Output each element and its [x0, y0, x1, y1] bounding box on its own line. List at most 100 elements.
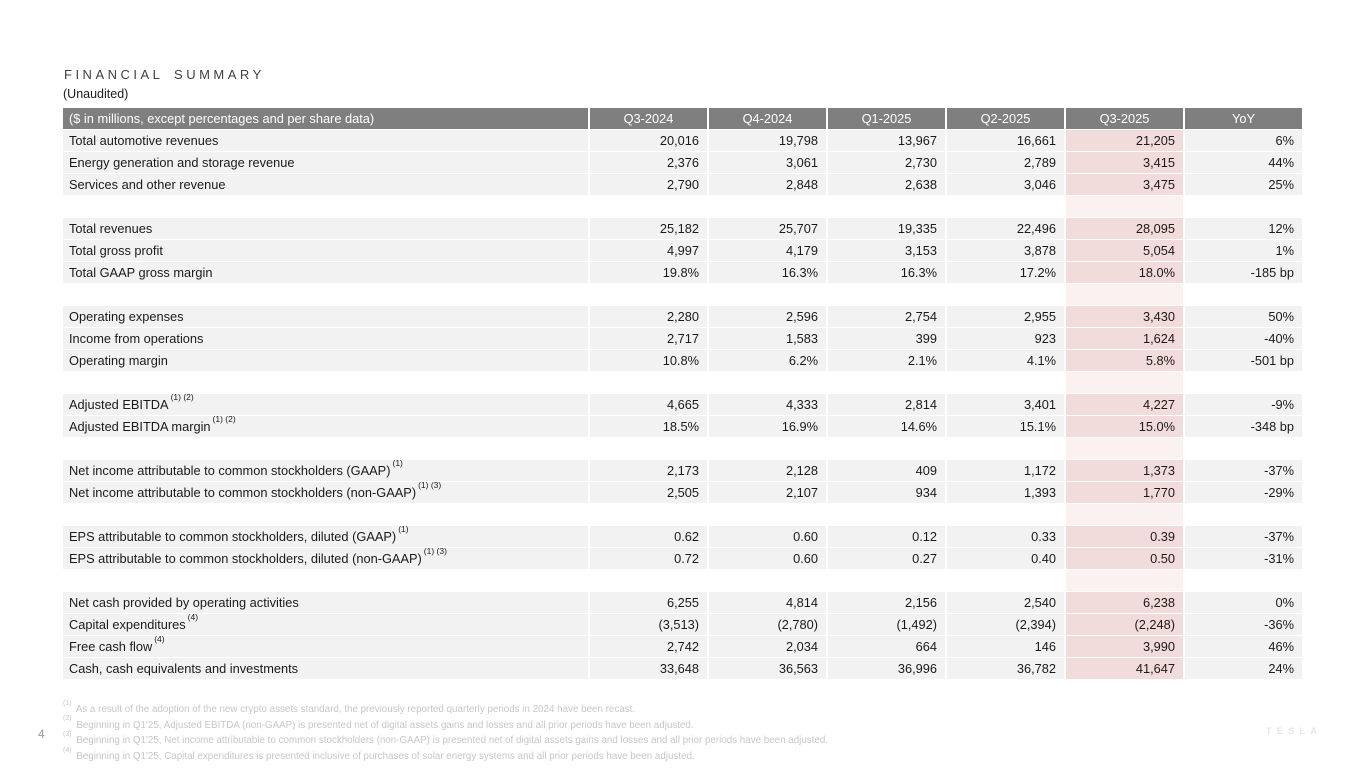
value-cell: 4.1%	[947, 349, 1066, 371]
value-cell: 15.1%	[947, 415, 1066, 437]
value-cell: -31%	[1185, 547, 1302, 569]
value-cell: 4,179	[709, 239, 828, 261]
value-cell: 3,061	[709, 151, 828, 173]
table-row: Total revenues 25,182 25,707 19,335 22,496 28…	[63, 217, 1302, 239]
footnote-ref: (4)	[154, 635, 165, 644]
value-cell: 3,401	[947, 393, 1066, 415]
spacer-cell	[947, 569, 1066, 591]
table-row: Total automotive revenues 20,016 19,798 13,…	[63, 129, 1302, 151]
value-cell: 16.3%	[709, 261, 828, 283]
value-cell: 2,376	[590, 151, 709, 173]
spacer-row	[63, 503, 1302, 525]
value-cell: 3,153	[828, 239, 947, 261]
footnote: (1) As a result of the adoption of the n…	[63, 699, 636, 715]
value-cell: 2,754	[828, 305, 947, 327]
page-number: 4	[38, 727, 45, 741]
value-cell: 17.2%	[947, 261, 1066, 283]
value-cell: -37%	[1185, 525, 1302, 547]
tesla-logo: TESLA	[1265, 726, 1322, 737]
value-cell: 33,648	[590, 657, 709, 679]
value-cell: 2,280	[590, 305, 709, 327]
footnote-marker: (4)	[63, 746, 72, 754]
value-cell: 0.62	[590, 525, 709, 547]
value-cell: (3,513)	[590, 613, 709, 635]
footnote-ref: (1)	[398, 525, 409, 534]
footnote-marker: (2)	[63, 715, 72, 723]
value-cell: 25,707	[709, 217, 828, 239]
value-cell: 409	[828, 459, 947, 481]
column-header: Q4-2024	[709, 108, 828, 129]
footnote: (3) Beginning in Q1'25, Net income attri…	[63, 731, 829, 747]
value-cell: 0.60	[709, 547, 828, 569]
spacer-cell	[947, 371, 1066, 393]
value-cell: 16,661	[947, 129, 1066, 151]
spacer-cell	[828, 283, 947, 305]
footnote-marker: (1)	[63, 699, 72, 707]
value-cell: 0.50	[1066, 547, 1185, 569]
value-cell: (1,492)	[828, 613, 947, 635]
row-label: Operating expenses	[63, 305, 590, 327]
table-row: Capital expenditures(4) (3,513) (2,780) (1,…	[63, 613, 1302, 635]
value-cell: 0.27	[828, 547, 947, 569]
row-label: Operating margin	[63, 349, 590, 371]
value-cell: 6,255	[590, 591, 709, 613]
spacer-cell	[947, 283, 1066, 305]
value-cell: 13,967	[828, 129, 947, 151]
row-label: Total GAAP gross margin	[63, 261, 590, 283]
spacer-cell	[590, 569, 709, 591]
spacer-cell	[828, 569, 947, 591]
table-row: EPS attributable to common stockholders,…	[63, 525, 1302, 547]
table-row: Cash, cash equivalents and investments 33…	[63, 657, 1302, 679]
spacer-cell	[709, 503, 828, 525]
table-row: Adjusted EBITDA margin(1) (2) 18.5% 16.9% 1…	[63, 415, 1302, 437]
value-cell: 2,790	[590, 173, 709, 195]
value-cell: 4,997	[590, 239, 709, 261]
value-cell: 28,095	[1066, 217, 1185, 239]
spacer-row	[63, 371, 1302, 393]
spacer-cell	[709, 371, 828, 393]
spacer-cell	[63, 503, 590, 525]
value-cell: 16.9%	[709, 415, 828, 437]
table-row: Free cash flow(4) 2,742 2,034 664 146 3,990 46…	[63, 635, 1302, 657]
column-header: Q3-2024	[590, 108, 709, 129]
value-cell: 25%	[1185, 173, 1302, 195]
table-row: Services and other revenue 2,790 2,848 2,63…	[63, 173, 1302, 195]
value-cell: 5,054	[1066, 239, 1185, 261]
value-cell: (2,394)	[947, 613, 1066, 635]
value-cell: 3,878	[947, 239, 1066, 261]
row-label: Capital expenditures(4)	[63, 613, 590, 635]
table-row: EPS attributable to common stockholders,…	[63, 547, 1302, 569]
value-cell: 1,373	[1066, 459, 1185, 481]
header-row: ($ in millions, except percentages and p…	[63, 108, 1302, 129]
spacer-cell	[1066, 371, 1185, 393]
column-header: Q1-2025	[828, 108, 947, 129]
value-cell: 934	[828, 481, 947, 503]
spacer-cell	[1066, 569, 1185, 591]
spacer-cell	[63, 569, 590, 591]
footnote-ref: (4)	[187, 613, 199, 622]
value-cell: 4,227	[1066, 393, 1185, 415]
value-cell: 2,128	[709, 459, 828, 481]
value-cell: 18.5%	[590, 415, 709, 437]
table-row: Net cash provided by operating activitie…	[63, 591, 1302, 613]
value-cell: 3,415	[1066, 151, 1185, 173]
spacer-cell	[1185, 195, 1302, 217]
spacer-cell	[63, 437, 590, 459]
spacer-row	[63, 569, 1302, 591]
value-cell: 2,540	[947, 591, 1066, 613]
value-cell: 6%	[1185, 129, 1302, 151]
spacer-row	[63, 283, 1302, 305]
column-header: Q3-2025	[1066, 108, 1185, 129]
value-cell: 6,238	[1066, 591, 1185, 613]
spacer-cell	[947, 503, 1066, 525]
value-cell: 25,182	[590, 217, 709, 239]
value-cell: 1,172	[947, 459, 1066, 481]
value-cell: -40%	[1185, 327, 1302, 349]
spacer-cell	[590, 503, 709, 525]
value-cell: 0.33	[947, 525, 1066, 547]
value-cell: 15.0%	[1066, 415, 1185, 437]
value-cell: (2,780)	[709, 613, 828, 635]
table-row: Net income attributable to common stockh…	[63, 459, 1302, 481]
value-cell: 4,814	[709, 591, 828, 613]
